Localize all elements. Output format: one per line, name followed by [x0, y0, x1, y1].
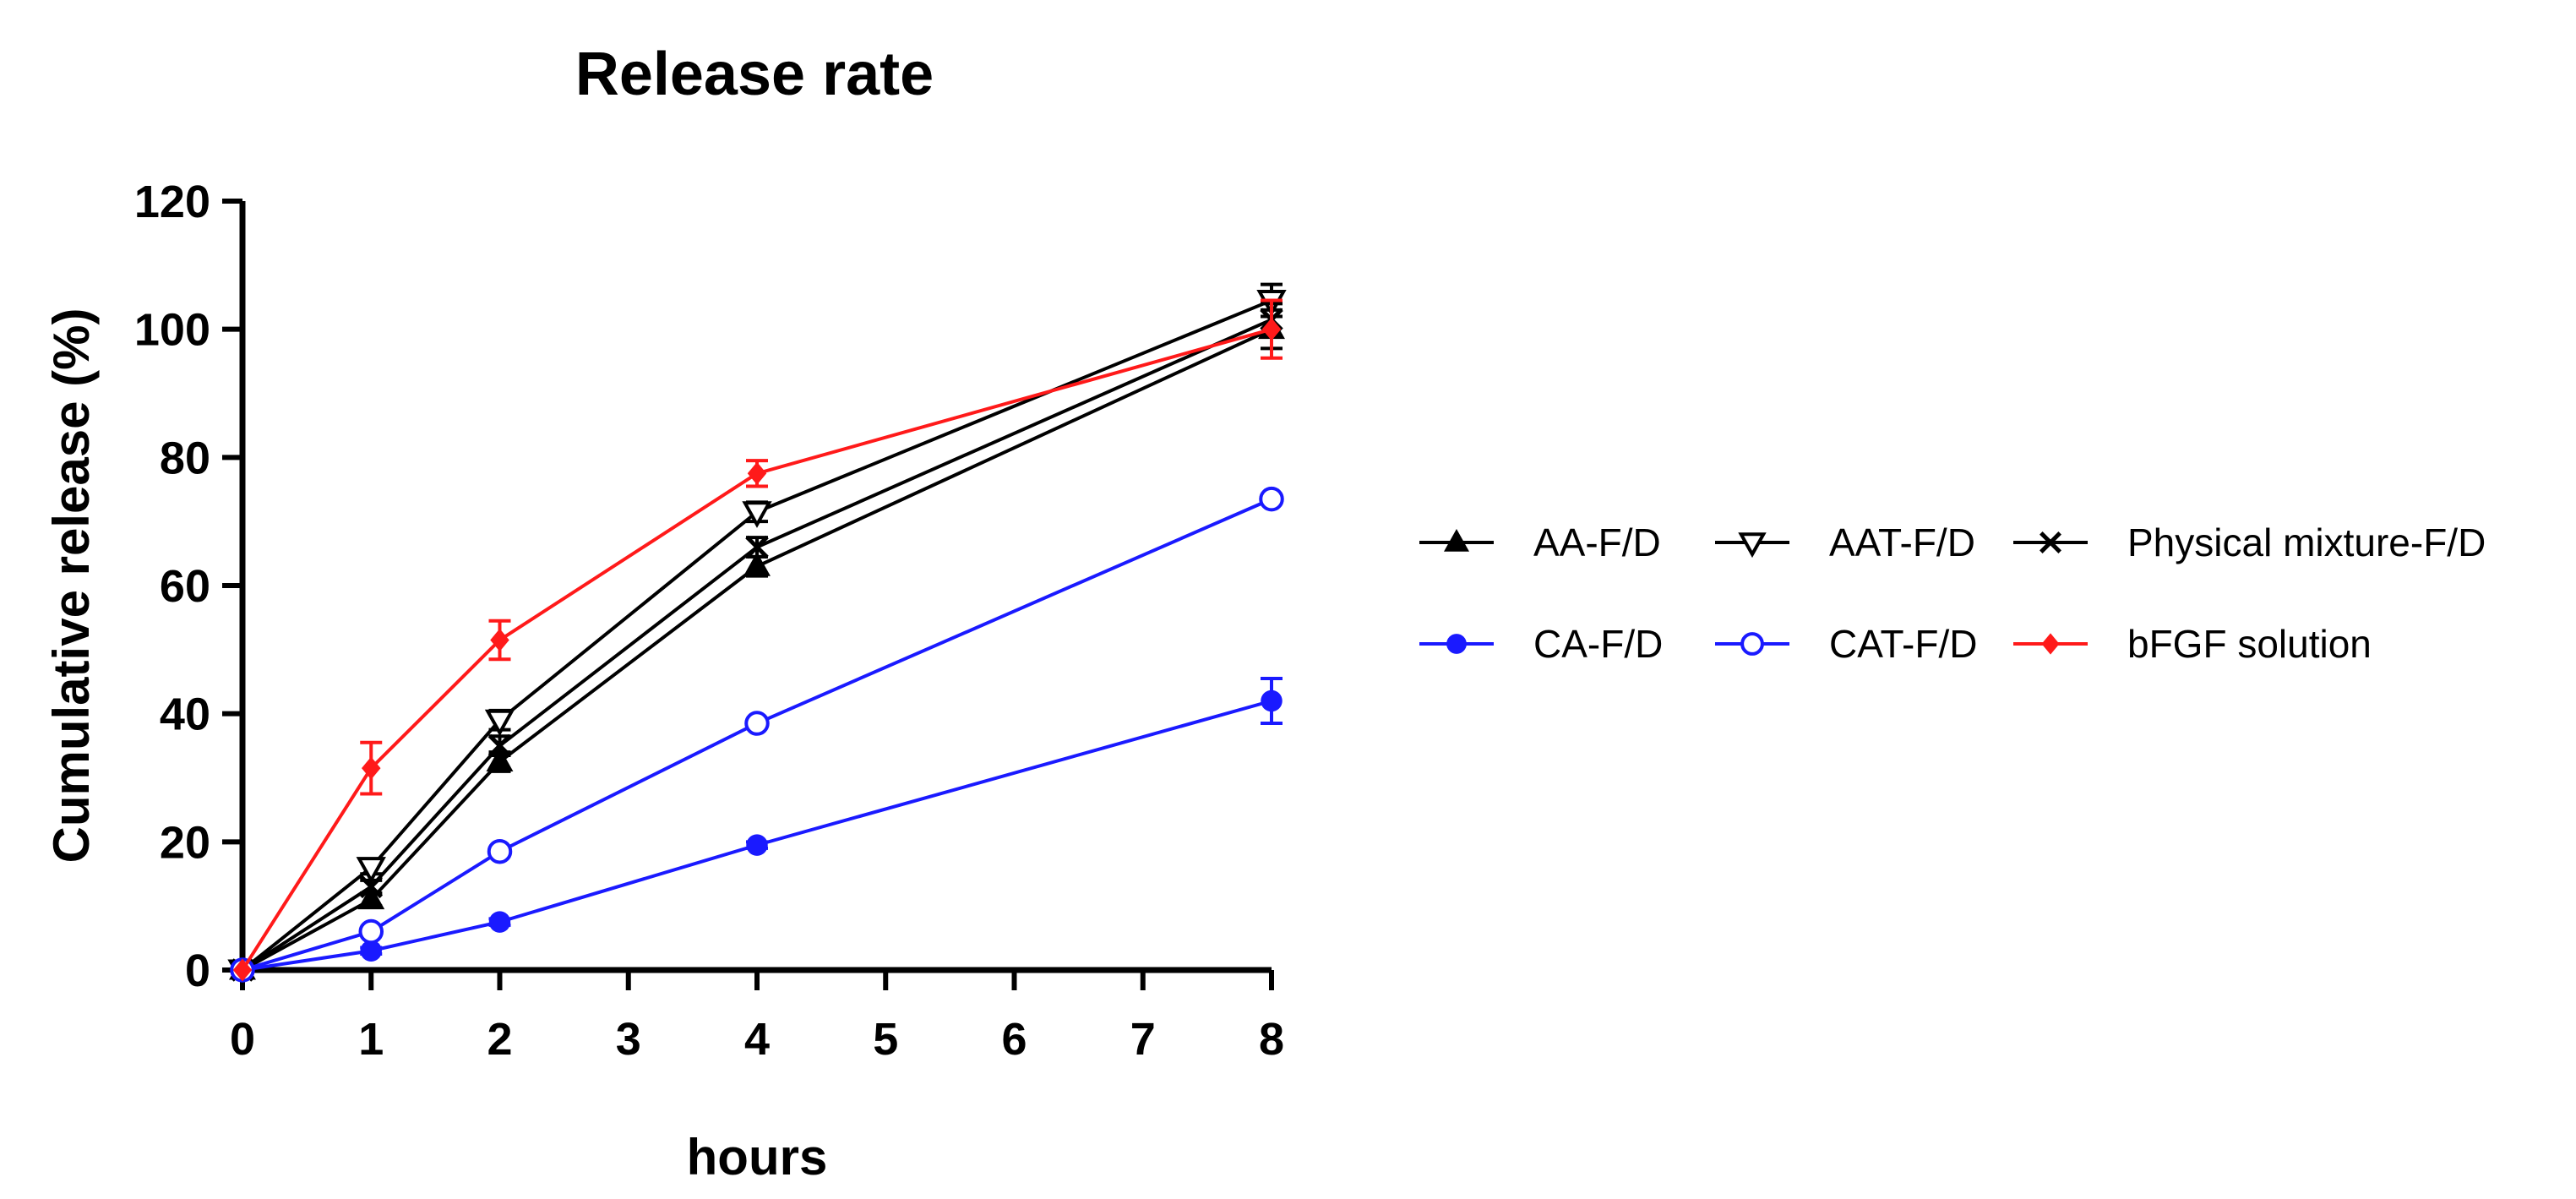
series-aat-f-d: [227, 282, 1287, 987]
x-tick-label: 0: [230, 1014, 255, 1065]
series-aa-f-d: [229, 308, 1285, 980]
y-tick-label: 120: [134, 177, 210, 227]
data-point: [487, 838, 513, 864]
data-point: [743, 552, 771, 576]
x-tick-label: 7: [1130, 1014, 1156, 1065]
y-tick-label: 0: [185, 946, 210, 996]
data-point: [486, 747, 514, 772]
y-axis-label: Cumulative release (%): [43, 308, 100, 864]
chart-title: Release rate: [575, 41, 934, 108]
legend-marker: [2040, 531, 2061, 553]
data-point: [744, 711, 770, 736]
data-point: [360, 940, 382, 962]
y-tick-label: 40: [160, 689, 210, 740]
legend-marker: [1740, 632, 1764, 656]
data-point: [484, 709, 515, 737]
data-point: [487, 733, 512, 758]
legend-marker: [2041, 633, 2060, 655]
legend-label: AAT-F/D: [1829, 520, 1975, 564]
x-axis-label: hours: [687, 1129, 828, 1185]
data-point: [232, 958, 253, 982]
legend-item: bFGF solution: [2013, 622, 2372, 666]
legend-marker: [1443, 528, 1470, 552]
legend-label: AA-F/D: [1533, 520, 1661, 564]
y-tick-label: 60: [160, 561, 210, 612]
legend-item: CA-F/D: [1419, 622, 1663, 666]
series-bfgf-solution: [232, 298, 1283, 982]
data-point: [742, 501, 772, 528]
data-point: [356, 857, 386, 884]
x-tick-label: 8: [1259, 1014, 1284, 1065]
legend: AA-F/D AAT-F/D Physical mixture-F/D CA-F/D C…: [1419, 520, 2486, 666]
data-point: [1261, 689, 1283, 712]
data-point-stroke: [745, 535, 769, 559]
data-point: [362, 756, 381, 780]
data-point: [747, 461, 767, 485]
legend-label: CAT-F/D: [1829, 622, 1977, 666]
data-point: [359, 875, 384, 899]
legend-label: CA-F/D: [1533, 622, 1663, 666]
data-point: [357, 885, 385, 910]
data-point-stroke: [359, 875, 384, 899]
y-tick-label: 20: [160, 817, 210, 868]
data-point-stroke: [487, 733, 512, 758]
legend-label: Physical mixture-F/D: [2127, 520, 2486, 564]
y-tick-label: 80: [160, 433, 210, 483]
x-tick-label: 4: [744, 1014, 770, 1065]
data-point: [746, 834, 768, 856]
y-ticks: 0 20 40 60 80 100 120: [134, 177, 242, 996]
legend-item: Physical mixture-F/D: [2013, 520, 2486, 564]
data-point: [488, 911, 511, 933]
series-line-aa-f-d: [242, 327, 1272, 972]
legend-item: AAT-F/D: [1715, 520, 1975, 564]
x-tick-label: 2: [487, 1014, 512, 1065]
legend-item: CAT-F/D: [1715, 622, 1977, 666]
x-tick-label: 1: [358, 1014, 384, 1065]
plot-area: [227, 282, 1287, 987]
x-tick-label: 5: [873, 1014, 898, 1065]
x-axis: 0 1 2 3 4 5 6 7 8 hours: [230, 967, 1284, 1185]
data-point: [358, 918, 384, 945]
data-point: [490, 628, 509, 651]
data-point: [1259, 486, 1284, 512]
y-tick-label: 100: [134, 305, 210, 356]
data-point: [1261, 318, 1282, 341]
x-tick-label: 3: [616, 1014, 641, 1065]
x-ticks: 0 1 2 3 4 5 6 7 8: [230, 970, 1284, 1065]
data-point: [745, 535, 769, 559]
legend-marker: [1446, 634, 1467, 654]
x-tick-label: 6: [1001, 1014, 1027, 1065]
legend-label: bFGF solution: [2127, 622, 2372, 666]
y-axis: 0 20 40 60 80 100 120 Cumulative release (%): [43, 177, 246, 996]
legend-item: AA-F/D: [1419, 520, 1661, 564]
legend-marker: [1738, 532, 1767, 559]
legend-marker-stroke: [2040, 531, 2061, 553]
